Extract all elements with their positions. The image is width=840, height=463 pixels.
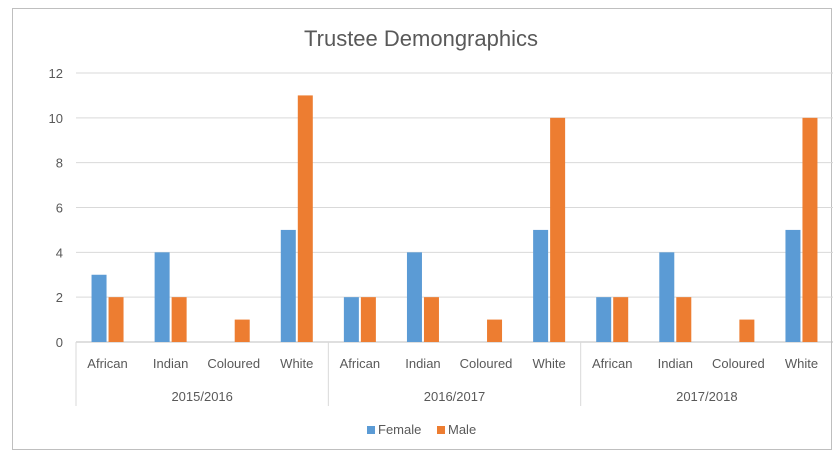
y-tick-label: 12	[49, 66, 63, 81]
y-tick-label: 6	[56, 201, 63, 216]
bar-male	[360, 297, 376, 342]
legend-swatch-female	[367, 426, 375, 434]
category-label: Coloured	[207, 356, 260, 371]
category-label: White	[533, 356, 566, 371]
y-tick-label: 10	[49, 111, 63, 126]
category-label: African	[592, 356, 632, 371]
bar-male	[423, 297, 439, 342]
bar-male	[297, 95, 313, 343]
bar-female	[406, 252, 422, 342]
y-tick-label: 2	[56, 290, 63, 305]
group-label: 2017/2018	[676, 389, 737, 404]
legend-label: Female	[378, 422, 421, 437]
gridlines	[76, 72, 833, 343]
bar-male	[739, 319, 755, 342]
y-tick-label: 4	[56, 245, 63, 260]
y-axis-ticks: 0 2 4 6 8 10 12	[49, 66, 63, 350]
bar-male	[802, 117, 818, 342]
category-label: Indian	[153, 356, 188, 371]
bar-female	[91, 274, 107, 342]
bar-male	[487, 319, 503, 342]
y-tick-label: 0	[56, 335, 63, 350]
chart-title: Trustee Demongraphics	[304, 26, 538, 51]
category-label: Indian	[405, 356, 440, 371]
bar-male	[676, 297, 692, 342]
bar-female	[659, 252, 675, 342]
category-label: Coloured	[712, 356, 765, 371]
legend: Female Male	[367, 422, 476, 437]
category-label: White	[785, 356, 818, 371]
y-tick-label: 8	[56, 156, 63, 171]
bar-female	[343, 297, 359, 342]
group-label: 2016/2017	[424, 389, 485, 404]
bar-female	[154, 252, 170, 342]
chart-frame: Trustee Demongraphics 0 2 4 6 8 10 12 African I…	[12, 8, 833, 450]
category-label: White	[280, 356, 313, 371]
category-label: Coloured	[460, 356, 513, 371]
group-label: 2015/2016	[171, 389, 232, 404]
bar-female	[785, 229, 801, 342]
category-label: African	[87, 356, 127, 371]
bar-female	[280, 229, 296, 342]
bars	[91, 95, 818, 343]
bar-female	[596, 297, 612, 342]
bar-male	[171, 297, 187, 342]
category-labels: African Indian Coloured White 2015/2016 Afric…	[75, 342, 818, 406]
bar-male	[613, 297, 629, 342]
bar-male	[550, 117, 566, 342]
bar-male	[108, 297, 124, 342]
category-label: Indian	[658, 356, 693, 371]
legend-label: Male	[448, 422, 476, 437]
bar-male	[234, 319, 250, 342]
bar-chart: Trustee Demongraphics 0 2 4 6 8 10 12 African I…	[49, 26, 833, 437]
category-label: African	[340, 356, 380, 371]
bar-female	[533, 229, 549, 342]
legend-swatch-male	[437, 426, 445, 434]
